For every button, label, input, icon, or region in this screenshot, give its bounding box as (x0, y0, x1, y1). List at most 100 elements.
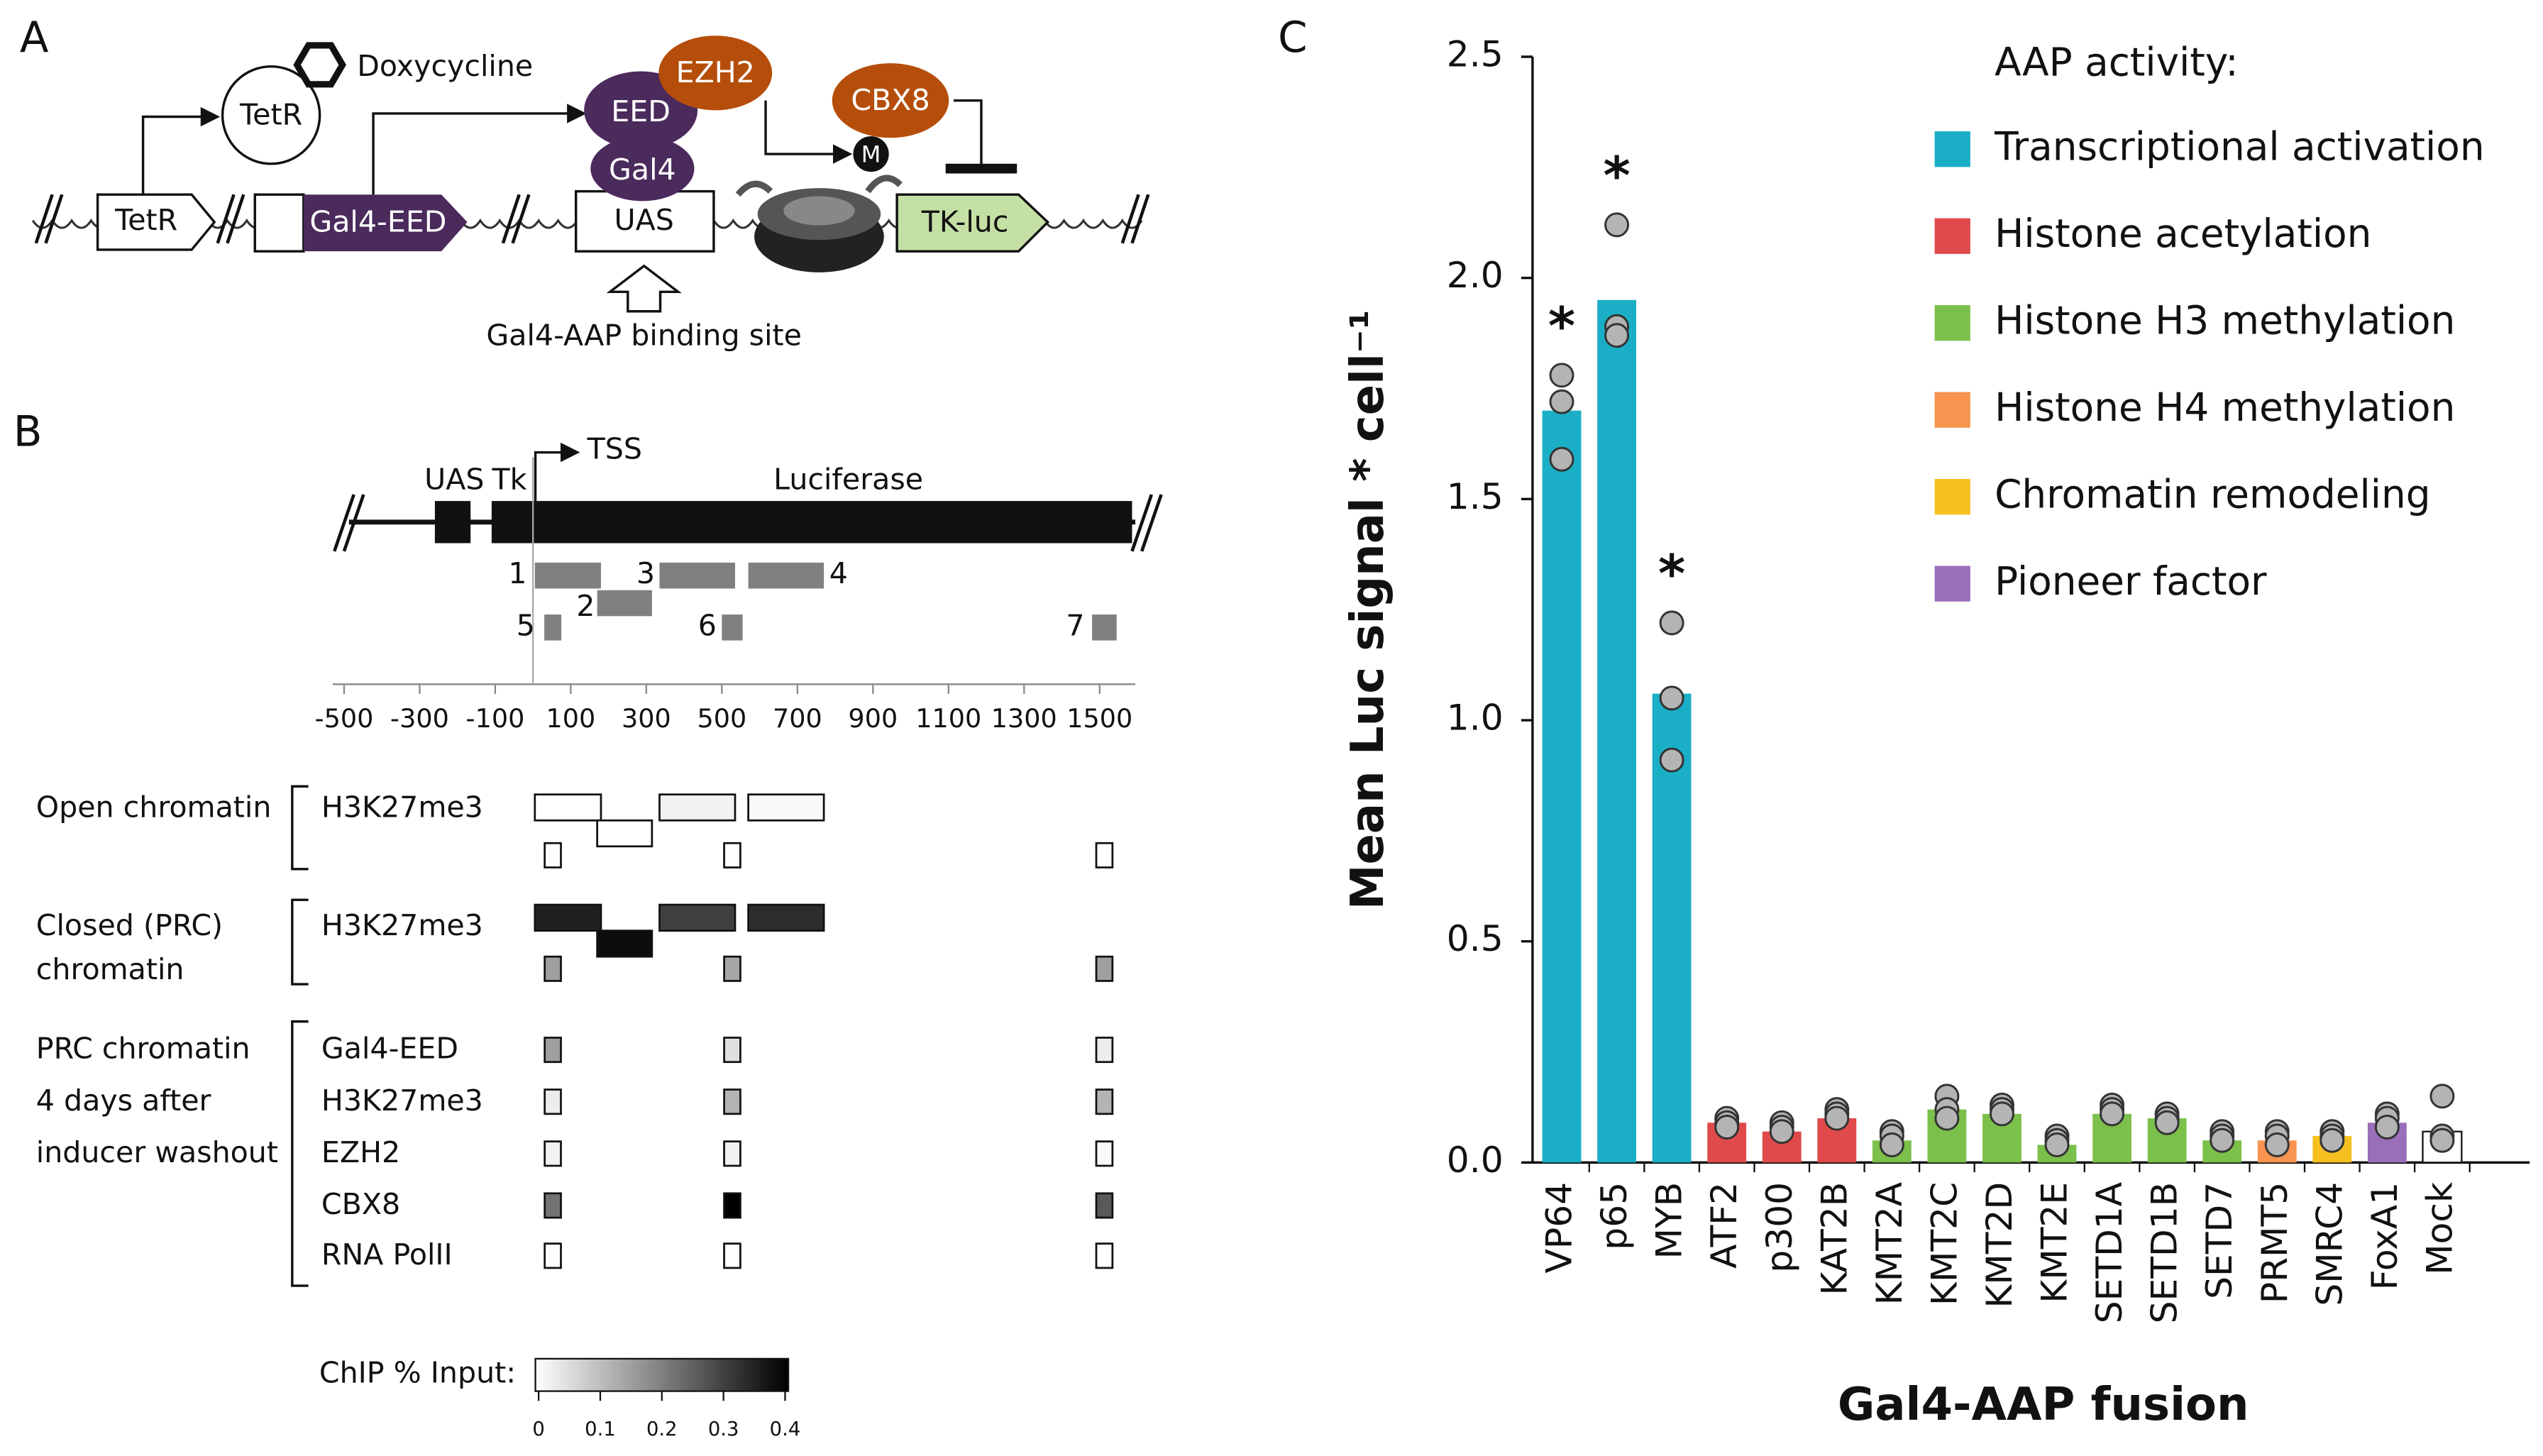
gene-label: Gal4-EED (309, 204, 446, 238)
heat-cell (1095, 1140, 1114, 1167)
x-tick-label: KMT2E (2034, 1182, 2075, 1303)
protein (590, 136, 695, 202)
colorbar (534, 1357, 790, 1392)
group-label: PRC chromatin (36, 1032, 250, 1066)
heat-cell (723, 1088, 741, 1115)
axis-tick-label: 100 (546, 703, 596, 734)
legend-swatch (1934, 479, 1970, 515)
heat-cell (544, 842, 562, 868)
amplicon-label: 4 (829, 556, 848, 590)
legend-label: Histone acetylation (1995, 211, 2371, 256)
slashes (34, 194, 1150, 244)
tss-arrow (534, 442, 580, 502)
significance: * (1548, 297, 1575, 357)
replicate-point (1549, 446, 1574, 472)
methyl-mark (853, 136, 889, 172)
protein-label: EED (611, 94, 671, 128)
heat-cell (1095, 1037, 1114, 1064)
legend-label: Chromatin remodeling (1995, 471, 2430, 517)
amplicon (544, 614, 562, 641)
bracket (291, 785, 309, 871)
heat-cell (723, 955, 741, 982)
legend-swatch (1934, 218, 1970, 254)
heat-cell (1095, 1242, 1114, 1269)
amplicon-label: 6 (698, 608, 717, 642)
replicate-point (2319, 1127, 2345, 1153)
legend-title: AAP activity: (1995, 40, 2239, 85)
heat-cell (544, 1242, 562, 1269)
group-label: 4 days after (36, 1083, 211, 1118)
group-label: inducer washout (36, 1135, 278, 1169)
significance: * (1603, 146, 1630, 206)
legend-swatch (1934, 131, 1970, 167)
x-tick-label: KMT2C (1923, 1182, 1965, 1306)
replicate-point (2100, 1101, 2125, 1127)
x-tick-label: KMT2D (1978, 1182, 2020, 1308)
y-tick-label: 2.0 (1447, 254, 1504, 296)
gene-label: TK-luc (921, 204, 1009, 238)
colorbar-tick-label: 0.3 (708, 1418, 739, 1440)
significance: * (1658, 544, 1685, 605)
replicate-point (2429, 1127, 2455, 1153)
group-label: Closed (PRC) (36, 908, 223, 942)
group-label: chromatin (36, 952, 184, 986)
replicate-point (2374, 1115, 2400, 1140)
gene-label: TetR (114, 203, 177, 237)
amplicon-label: 7 (1066, 608, 1084, 642)
colorbar-tick-label: 0 (532, 1418, 544, 1440)
tk-label: Tk (492, 463, 527, 497)
replicate-point (1659, 747, 1684, 773)
axis-tick-label: 700 (773, 703, 822, 734)
heat-cell (596, 819, 653, 848)
x-tick-label: SETD7 (2198, 1182, 2240, 1299)
replicate-point (1824, 1105, 1850, 1131)
legend-label: Histone H3 methylation (1995, 297, 2455, 343)
x-tick-label: KAT2B (1813, 1182, 1855, 1296)
replicate-point (2154, 1110, 2180, 1135)
heat-cell (1095, 1088, 1114, 1115)
x-tick-label: p65 (1593, 1182, 1635, 1250)
replicate-point (1549, 363, 1574, 388)
bar (1597, 299, 1637, 1163)
protein-label: EZH2 (676, 55, 755, 89)
group-label: Open chromatin (36, 790, 272, 824)
replicate-point (2044, 1132, 2070, 1157)
legend-label: Pioneer factor (1995, 558, 2267, 604)
luciferase-label: Luciferase (773, 463, 923, 497)
y-tick-label: 2.5 (1447, 33, 1504, 75)
x-tick-label: FoxA1 (2363, 1182, 2405, 1290)
legend-swatch (1934, 392, 1970, 428)
drug-icon (293, 42, 346, 88)
legend-label: Transcriptional activation (1994, 123, 2484, 169)
axis-tick-label: 500 (697, 703, 746, 734)
heat-cell (544, 955, 562, 982)
amplicon-label: 3 (636, 556, 655, 590)
x-tick-label: SETD1A (2088, 1182, 2130, 1323)
colorbar-tick-label: 0.4 (770, 1418, 801, 1440)
nucleosome (735, 175, 903, 272)
x-tick-label: p300 (1758, 1182, 1800, 1273)
heat-cell (723, 1192, 741, 1219)
heat-cell (723, 1242, 741, 1269)
row-label: RNA PolII (321, 1237, 453, 1272)
axis-tick-label: 300 (622, 703, 671, 734)
y-tick-label: 1.5 (1447, 475, 1504, 517)
row-label: CBX8 (321, 1187, 400, 1221)
axis-tick-label: 1500 (1066, 703, 1132, 734)
arrow (372, 104, 587, 195)
heat-cell (1095, 955, 1114, 982)
x-tick-label: KMT2A (1868, 1182, 1910, 1305)
arrow (141, 106, 221, 195)
amplicon-label: 2 (576, 589, 595, 623)
colorbar-label: ChIP % Input: (319, 1356, 516, 1390)
legend-swatch (1934, 566, 1970, 602)
heat-cell (658, 903, 737, 932)
box (253, 193, 305, 253)
replicate-point (2210, 1127, 2235, 1153)
uas-block (434, 501, 471, 544)
uas-label: UAS (424, 463, 484, 497)
heat-cell (1095, 1192, 1114, 1219)
row-label: Gal4-EED (321, 1032, 458, 1066)
amplicon-label: 5 (517, 608, 535, 642)
